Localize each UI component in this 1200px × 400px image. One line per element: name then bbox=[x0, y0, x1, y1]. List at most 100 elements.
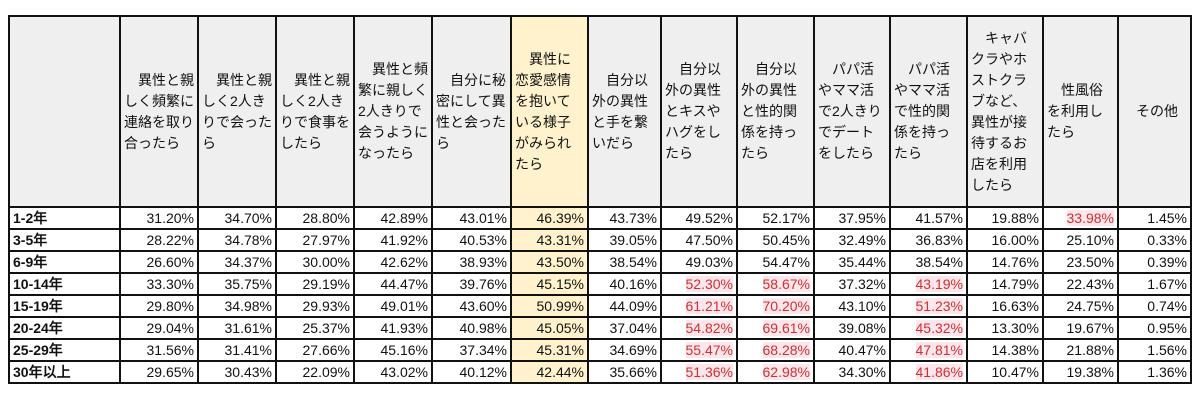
table-cell: 19.67% bbox=[1042, 316, 1119, 340]
table-row: 30年以上 29.65% 30.43% 22.09% 43.02% 40.12% 42.44… bbox=[8, 360, 1192, 384]
table-cell: 34.37% bbox=[197, 250, 277, 274]
cell-value: 21.88% bbox=[1066, 342, 1114, 358]
table-cell: 46.39% bbox=[510, 206, 589, 230]
cell-value: 29.04% bbox=[146, 320, 194, 336]
row-label: 6-9年 bbox=[8, 250, 121, 274]
table-cell: 41.86% bbox=[889, 360, 968, 384]
table-cell: 1.67% bbox=[1117, 272, 1192, 296]
table-cell: 0.33% bbox=[1117, 228, 1192, 252]
cell-value: 36.83% bbox=[915, 232, 963, 248]
table-cell: 26.60% bbox=[119, 250, 199, 274]
column-header: 異性に恋愛感情を抱いている様子がみられたら bbox=[510, 15, 589, 208]
cell-value: 49.01% bbox=[380, 298, 428, 314]
cell-value: 42.62% bbox=[380, 254, 428, 270]
cell-value: 16.00% bbox=[991, 232, 1039, 248]
table-cell: 10.47% bbox=[966, 360, 1044, 384]
cell-value: 31.20% bbox=[146, 210, 194, 226]
cell-value: 1.67% bbox=[1147, 276, 1187, 292]
row-label: 10-14年 bbox=[8, 272, 121, 296]
table-cell: 47.50% bbox=[660, 228, 738, 252]
table-cell: 45.05% bbox=[510, 316, 589, 340]
cell-value: 0.39% bbox=[1147, 254, 1187, 270]
table-cell: 45.16% bbox=[353, 338, 433, 362]
table-cell: 43.19% bbox=[889, 272, 968, 296]
table-cell: 1.56% bbox=[1117, 338, 1192, 362]
table-cell: 54.47% bbox=[736, 250, 815, 274]
row-label: 30年以上 bbox=[8, 360, 121, 384]
column-header: その他 bbox=[1117, 15, 1192, 208]
table-cell: 40.12% bbox=[431, 360, 512, 384]
cell-value: 55.47% bbox=[685, 342, 733, 358]
column-header: パパ活やママ活で2人きりでデートをしたら bbox=[813, 15, 891, 208]
table-cell: 37.04% bbox=[587, 316, 662, 340]
cell-value: 51.36% bbox=[685, 364, 733, 380]
cell-value: 33.98% bbox=[1066, 210, 1114, 226]
cell-value: 54.47% bbox=[762, 254, 810, 270]
cell-value: 62.98% bbox=[762, 364, 810, 380]
table-cell: 19.88% bbox=[966, 206, 1044, 230]
table-cell: 1.45% bbox=[1117, 206, 1192, 230]
table-cell: 42.62% bbox=[353, 250, 433, 274]
table-cell: 38.54% bbox=[587, 250, 662, 274]
cell-value: 34.30% bbox=[838, 364, 886, 380]
cell-value: 39.08% bbox=[838, 320, 886, 336]
cell-value: 1.45% bbox=[1147, 210, 1187, 226]
table-cell: 35.66% bbox=[587, 360, 662, 384]
table-cell: 39.76% bbox=[431, 272, 512, 296]
cell-value: 40.47% bbox=[838, 342, 886, 358]
corner-header bbox=[8, 15, 121, 208]
table-cell: 13.30% bbox=[966, 316, 1044, 340]
table-row: 6-9年 26.60% 34.37% 30.00% 42.62% 38.93% 43.50%… bbox=[8, 250, 1192, 274]
cell-value: 45.32% bbox=[915, 320, 963, 336]
cell-value: 70.20% bbox=[762, 298, 810, 314]
table-cell: 31.41% bbox=[197, 338, 277, 362]
survey-table: 異性と親しく頻繁に連絡を取り合ったら 異性と親しく2人きりで会ったら 異性と親しく2… bbox=[8, 15, 1192, 384]
cell-value: 39.76% bbox=[459, 276, 507, 292]
cell-value: 24.75% bbox=[1066, 298, 1114, 314]
cell-value: 42.44% bbox=[536, 364, 584, 380]
cell-value: 29.80% bbox=[146, 298, 194, 314]
cell-value: 26.60% bbox=[146, 254, 194, 270]
cell-value: 29.65% bbox=[146, 364, 194, 380]
table-cell: 34.98% bbox=[197, 294, 277, 318]
cell-value: 45.05% bbox=[536, 320, 584, 336]
cell-value: 34.78% bbox=[224, 232, 272, 248]
cell-value: 42.89% bbox=[380, 210, 428, 226]
cell-value: 45.16% bbox=[380, 342, 428, 358]
column-header: 自分以外の異性と性的関係を持ったら bbox=[736, 15, 815, 208]
cell-value: 19.88% bbox=[991, 210, 1039, 226]
table-cell: 43.10% bbox=[813, 294, 891, 318]
column-header: 自分以外の異性とキスやハグをしたら bbox=[660, 15, 738, 208]
table-cell: 23.50% bbox=[1042, 250, 1119, 274]
column-header: パパ活やママ活で性的関係を持ったら bbox=[889, 15, 968, 208]
cell-value: 38.54% bbox=[609, 254, 657, 270]
table-cell: 0.95% bbox=[1117, 316, 1192, 340]
cell-value: 22.09% bbox=[302, 364, 350, 380]
cell-value: 19.67% bbox=[1066, 320, 1114, 336]
table-cell: 34.78% bbox=[197, 228, 277, 252]
table-cell: 25.37% bbox=[275, 316, 355, 340]
cell-value: 13.30% bbox=[991, 320, 1039, 336]
table-cell: 44.09% bbox=[587, 294, 662, 318]
table-cell: 19.38% bbox=[1042, 360, 1119, 384]
column-header: 異性と親しく2人きりで食事をしたら bbox=[275, 15, 355, 208]
cell-value: 29.93% bbox=[302, 298, 350, 314]
table-cell: 36.83% bbox=[889, 228, 968, 252]
cell-value: 46.39% bbox=[536, 210, 584, 226]
cell-value: 52.30% bbox=[685, 276, 733, 292]
cell-value: 31.41% bbox=[224, 342, 272, 358]
cell-value: 44.09% bbox=[609, 298, 657, 314]
table-cell: 29.80% bbox=[119, 294, 199, 318]
table-cell: 22.09% bbox=[275, 360, 355, 384]
cell-value: 49.03% bbox=[685, 254, 733, 270]
table-cell: 21.88% bbox=[1042, 338, 1119, 362]
table-cell: 22.43% bbox=[1042, 272, 1119, 296]
table-cell: 28.22% bbox=[119, 228, 199, 252]
table-cell: 55.47% bbox=[660, 338, 738, 362]
cell-value: 14.38% bbox=[991, 342, 1039, 358]
cell-value: 37.04% bbox=[609, 320, 657, 336]
cell-value: 34.98% bbox=[224, 298, 272, 314]
table-cell: 14.38% bbox=[966, 338, 1044, 362]
table-row: 10-14年 33.30% 35.75% 29.19% 44.47% 39.76% 45.1… bbox=[8, 272, 1192, 296]
cell-value: 25.37% bbox=[302, 320, 350, 336]
